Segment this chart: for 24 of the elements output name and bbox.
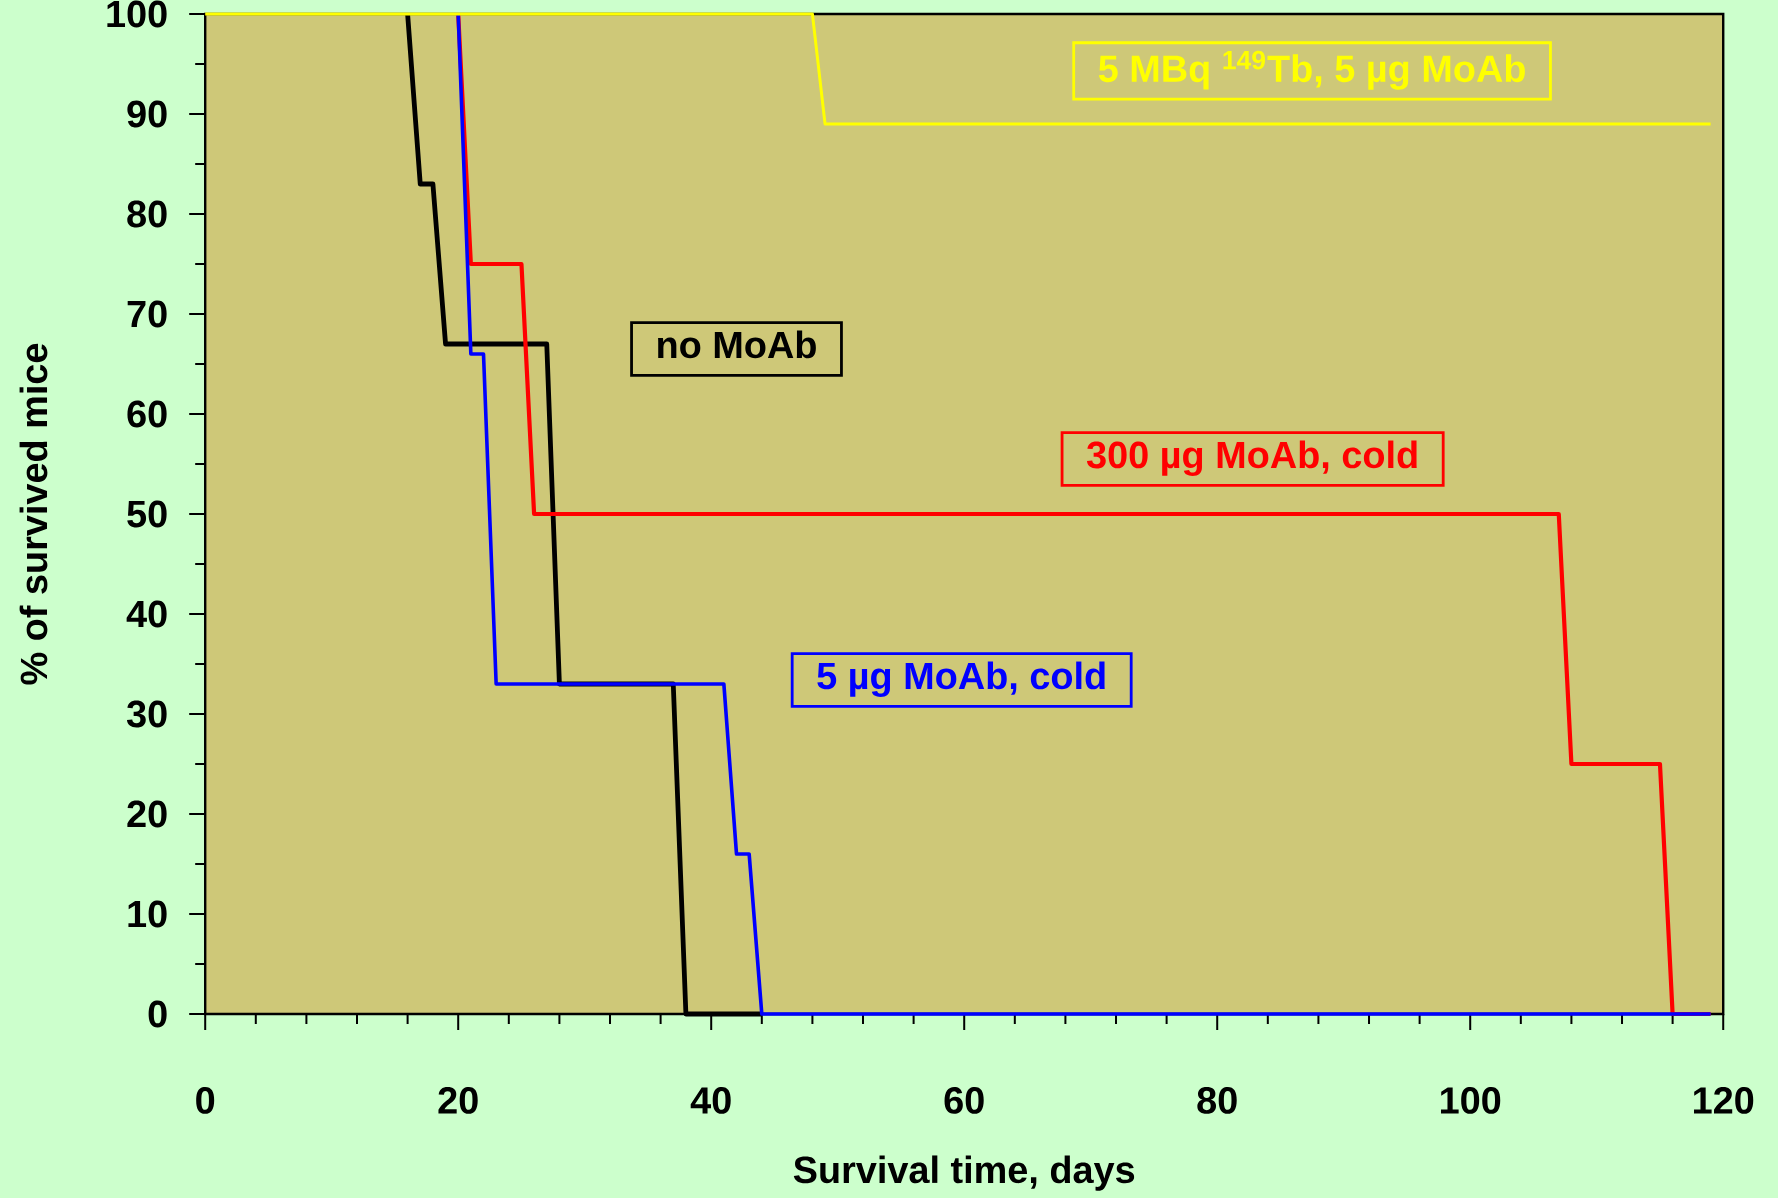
y-tick-label: 60: [127, 400, 167, 428]
y-tick-label: 100: [107, 0, 167, 28]
y-tick-label: 40: [126, 600, 167, 628]
x-tick-label: 40: [690, 1087, 731, 1114]
x-tick-label: 60: [944, 1087, 984, 1114]
series-label: 5 MBq $^{149}$Tb, 5 µg MoAb: [1098, 50, 1525, 90]
y-tick-label: 50: [127, 500, 167, 528]
text: no MoAb: [658, 330, 816, 359]
x-axis-title: Survival time, days: [793, 1155, 1135, 1191]
x-tick-label: 80: [1197, 1087, 1237, 1114]
y-tick-label: 70: [127, 300, 167, 328]
y-tick-label: 30: [126, 700, 167, 728]
y-tick-label: 80: [127, 200, 167, 228]
x-tick-label: 120: [1694, 1087, 1754, 1114]
x-tick-label: 100: [1441, 1087, 1501, 1114]
y-tick-label: 0: [148, 1000, 167, 1028]
y-tick-label: 10: [128, 900, 167, 928]
text: 5 µg MoAb, cold: [817, 661, 1105, 698]
x-tick-label: 0: [196, 1087, 215, 1114]
y-tick-label: 20: [127, 800, 167, 828]
x-tick-label: 20: [438, 1087, 478, 1114]
series-label: 300 µg MoAb, cold: [1086, 440, 1417, 477]
y-axis-title: % of survived mice: [19, 343, 48, 685]
y-tick-label: 90: [127, 100, 167, 128]
